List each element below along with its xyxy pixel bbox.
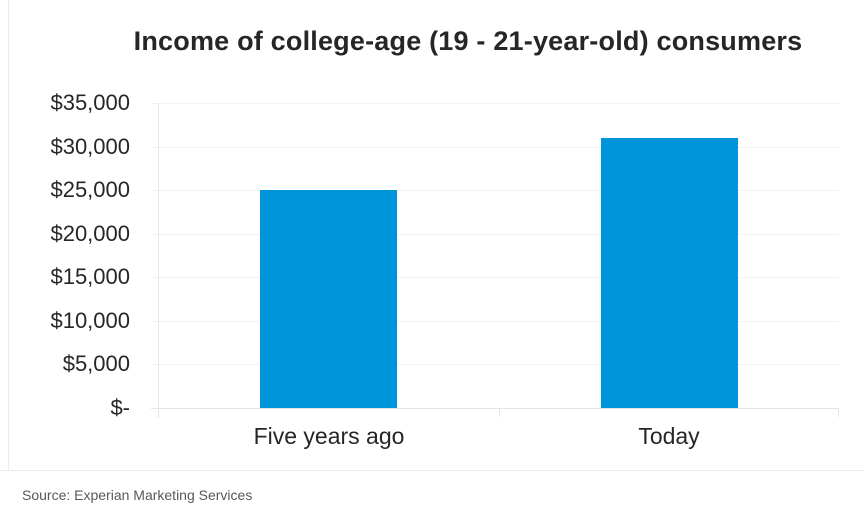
- chart-frame-bottom-border: [0, 470, 864, 471]
- bar-today: [601, 138, 738, 408]
- gridline: [151, 190, 839, 191]
- x-axis-tick: [838, 408, 839, 417]
- x-category-label: Today: [638, 423, 700, 449]
- chart-frame-left-border: [8, 0, 9, 471]
- gridline: [151, 321, 839, 322]
- y-tick-label: $35,000: [50, 90, 130, 115]
- gridline: [151, 364, 839, 365]
- gridline: [151, 277, 839, 278]
- x-category-label: Five years ago: [253, 423, 405, 449]
- x-axis-line: [151, 408, 839, 409]
- x-axis-tick: [499, 408, 500, 417]
- chart-title: Income of college-age (19 - 21-year-old)…: [133, 26, 803, 56]
- y-tick-label: $15,000: [50, 264, 130, 289]
- y-tick-label: $20,000: [50, 221, 130, 246]
- y-axis-line: [158, 103, 159, 418]
- source-note: Source: Experian Marketing Services: [22, 487, 253, 503]
- y-tick-label: $-: [110, 395, 130, 420]
- y-tick-label: $25,000: [50, 177, 130, 202]
- y-tick-label: $5,000: [62, 351, 130, 376]
- y-tick-label: $10,000: [50, 308, 130, 333]
- plot-area: [151, 103, 839, 418]
- gridline: [151, 234, 839, 235]
- bar-five-years-ago: [260, 190, 397, 408]
- y-tick-label: $30,000: [50, 134, 130, 159]
- gridline: [151, 103, 839, 104]
- gridline: [151, 147, 839, 148]
